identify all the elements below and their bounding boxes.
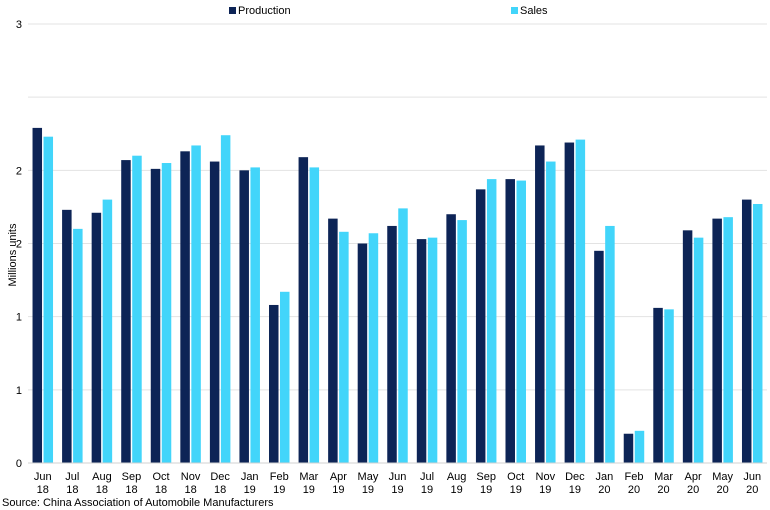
production-bar (741, 199, 752, 463)
x-tick-label: Sep 19 (476, 471, 496, 496)
sales-bar (605, 225, 615, 463)
legend-swatch (511, 7, 518, 14)
sales-bar (664, 309, 674, 463)
x-tick-label: Aug 19 (447, 471, 467, 496)
production-bar (594, 250, 604, 463)
sales-bar (634, 430, 645, 463)
sales-bar (723, 217, 733, 463)
sales-bar (368, 233, 379, 463)
production-bar (62, 209, 72, 463)
x-tick-label: Jun 20 (743, 471, 761, 496)
sales-bar (486, 179, 497, 463)
production-bar (564, 142, 575, 463)
sales-bar (161, 163, 172, 463)
sales-bar (546, 161, 556, 463)
sales-bar (457, 220, 467, 463)
production-bar (446, 214, 456, 463)
x-tick-label: Dec 19 (565, 471, 585, 496)
x-tick-label: Jul 18 (65, 471, 79, 496)
production-bar (91, 212, 102, 463)
x-tick-label: Oct 19 (507, 471, 524, 496)
production-bar (653, 307, 663, 463)
y-axis-label: Millions units (7, 223, 19, 286)
y-tick-label: 0 (16, 458, 22, 470)
sales-bar (220, 135, 231, 464)
x-tick-label: Nov 19 (536, 471, 556, 496)
sales-bar (752, 203, 763, 464)
x-tick-label: Mar 19 (299, 471, 318, 496)
sales-bar (575, 139, 586, 463)
x-tick-label: Feb 19 (270, 471, 289, 496)
legend-label: Sales (520, 5, 548, 17)
y-tick-label: 3 (16, 19, 22, 31)
x-tick-label: Jun 19 (389, 471, 407, 496)
production-bar (416, 239, 427, 463)
x-tick-label: Aug 18 (92, 471, 112, 496)
production-bar (121, 160, 131, 463)
sales-bar (309, 167, 320, 463)
sales-bar (398, 208, 408, 463)
sales-bar (132, 155, 142, 463)
sales-bar (516, 180, 526, 463)
y-tick-label: 2 (16, 239, 22, 251)
x-tick-label: Apr 20 (685, 471, 702, 496)
x-tick-label: Apr 19 (330, 471, 347, 496)
sales-bar (280, 291, 290, 463)
legend-swatch (229, 7, 236, 14)
sales-bar (73, 228, 83, 463)
x-tick-label: Jul 19 (420, 471, 434, 496)
production-bar (357, 243, 368, 463)
production-bar (269, 304, 279, 463)
sales-bar (693, 237, 704, 463)
production-bar (387, 225, 397, 463)
source-note: Source: China Association of Automobile … (2, 497, 274, 509)
sales-bar (191, 145, 201, 463)
production-bar (623, 433, 634, 463)
x-tick-label: Nov 18 (181, 471, 201, 496)
production-bar (535, 145, 545, 463)
x-tick-label: Dec 18 (210, 471, 230, 496)
x-tick-label: Jan 19 (241, 471, 259, 496)
sales-bar (102, 199, 113, 463)
production-bar (32, 127, 43, 463)
production-bar (180, 151, 190, 463)
production-bar (712, 218, 722, 463)
x-tick-label: May 20 (712, 471, 733, 496)
x-tick-label: Jun 18 (34, 471, 52, 496)
sales-bar (250, 167, 260, 463)
production-bar (239, 170, 249, 464)
x-tick-label: Oct 18 (152, 471, 169, 496)
production-bar (505, 179, 515, 463)
production-bar (682, 230, 693, 463)
production-bar (209, 161, 220, 463)
x-tick-label: Sep 18 (122, 471, 142, 496)
production-bar (298, 157, 309, 463)
x-tick-label: Feb 20 (624, 471, 643, 496)
x-tick-label: Mar 20 (654, 471, 673, 496)
legend-label: Production (238, 5, 291, 17)
y-tick-label: 1 (16, 312, 22, 324)
sales-bar (427, 237, 438, 463)
production-bar (475, 189, 486, 463)
y-tick-label: 2 (16, 165, 22, 177)
production-bar (328, 218, 338, 463)
production-bar (150, 168, 161, 463)
x-tick-label: May 19 (358, 471, 379, 496)
y-tick-label: 1 (16, 385, 22, 397)
sales-bar (43, 136, 54, 463)
sales-bar (339, 231, 349, 463)
x-tick-label: Jan 20 (596, 471, 614, 496)
